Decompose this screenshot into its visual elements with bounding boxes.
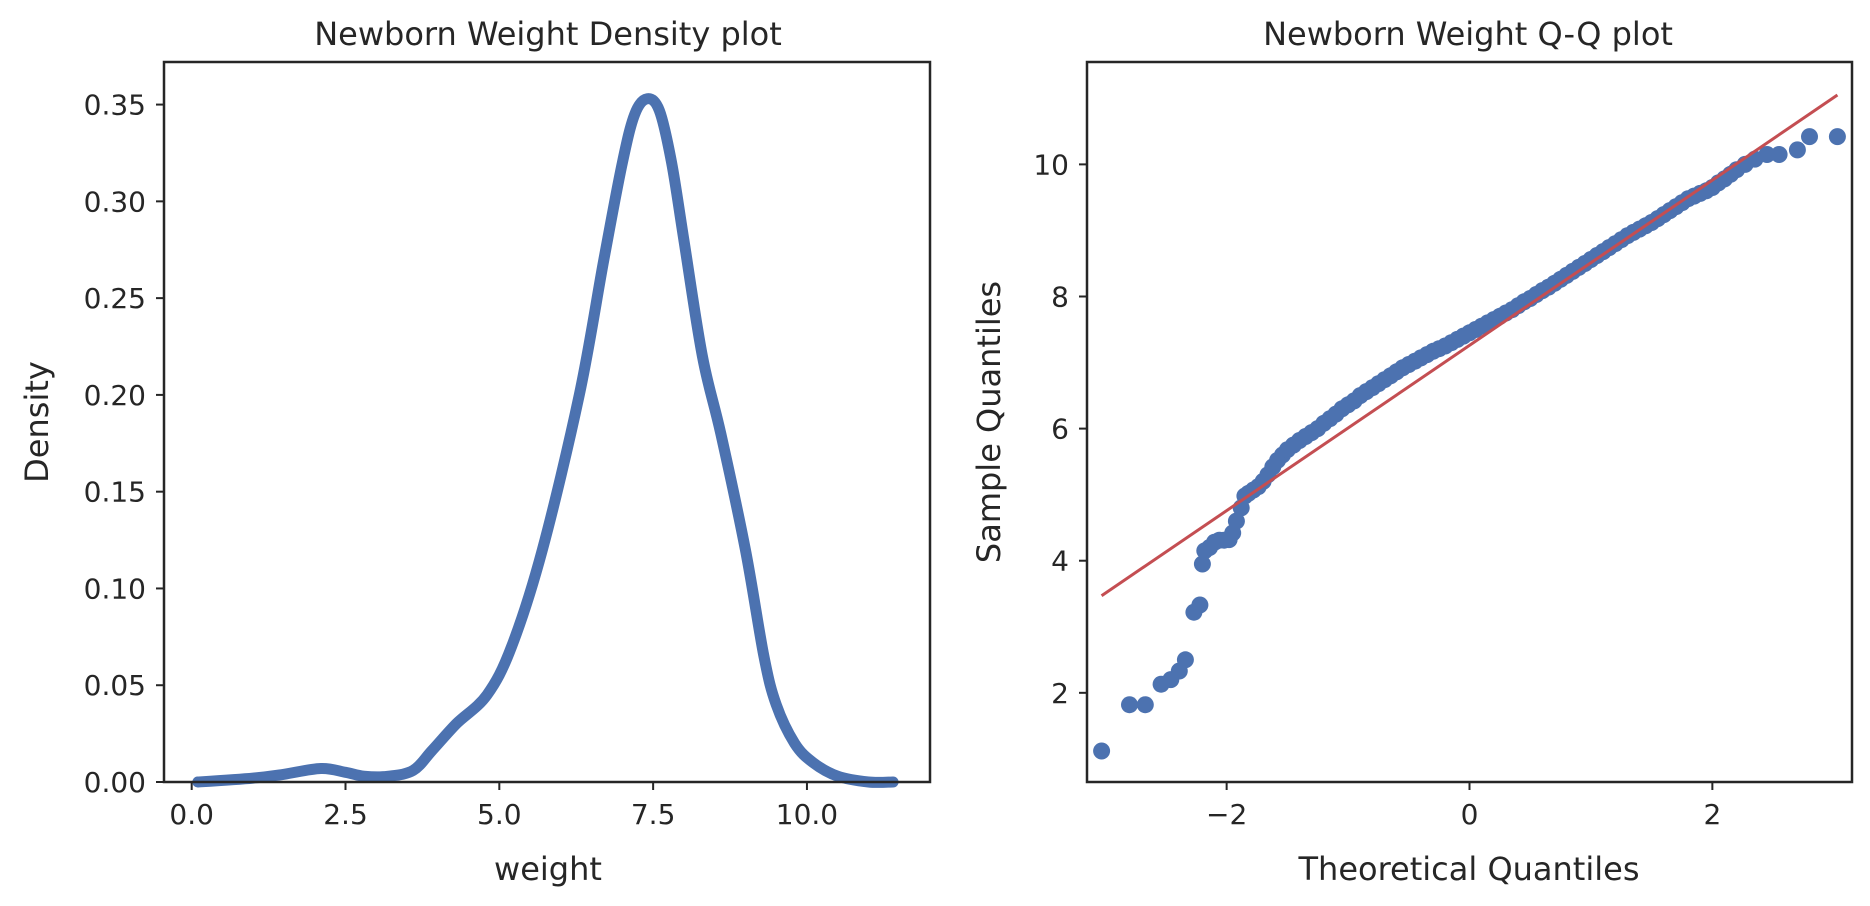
qq-y-axis-label: Sample Quantiles	[970, 281, 1008, 563]
x-tick-label: 0	[1461, 798, 1479, 831]
qq-point	[1093, 742, 1111, 760]
y-tick-label: 0.05	[84, 669, 146, 702]
y-tick-label: 0.20	[84, 379, 146, 412]
x-tick-label: −2	[1206, 798, 1247, 831]
qq-reference-line	[1100, 93, 1839, 597]
density-plot-frame	[162, 60, 932, 784]
x-tick-label: 7.5	[631, 798, 676, 831]
y-tick-label: 2	[1051, 677, 1069, 710]
qq-point	[1121, 696, 1138, 714]
y-tick-label: 6	[1051, 413, 1069, 446]
y-tick-label: 0.35	[84, 89, 146, 122]
x-tick-label: 0.0	[169, 798, 214, 831]
qq-point	[1770, 146, 1788, 163]
x-tick-label: 2	[1703, 798, 1721, 831]
qq-plot-panel: Newborn Weight Q-Q plot −2 0 2 2 4 6 8 10 Theor…	[970, 15, 1854, 888]
qq-x-axis-label: Theoretical Quantiles	[1298, 850, 1640, 888]
qq-point	[1828, 128, 1846, 146]
y-tick-label: 0.25	[84, 282, 146, 315]
qq-plot-frame	[1085, 60, 1854, 784]
qq-plot-area: −2 0 2 2 4 6 8 10	[1033, 93, 1846, 831]
qq-point	[1758, 146, 1776, 163]
y-tick-label: 0.10	[84, 572, 146, 605]
y-tick-label: 8	[1051, 280, 1069, 313]
x-tick-label: 10.0	[776, 798, 838, 831]
y-tick-label: 0.30	[84, 185, 146, 218]
qq-point	[1176, 651, 1194, 669]
density-y-axis-label: Density	[18, 361, 56, 483]
y-tick-label: 0.00	[84, 766, 146, 799]
density-x-axis-label: weight	[494, 850, 602, 888]
y-tick-label: 4	[1051, 545, 1069, 578]
qq-point	[1193, 555, 1211, 573]
x-tick-label: 2.5	[323, 798, 368, 831]
qq-point	[1191, 596, 1209, 614]
density-plot-title: Newborn Weight Density plot	[314, 15, 782, 53]
qq-plot-title: Newborn Weight Q-Q plot	[1263, 15, 1673, 53]
density-plot-area: 0.0 2.5 5.0 7.5 10.0 0.00 0.05 0.10 0.15 0.20 0.25…	[84, 89, 899, 831]
y-tick-label: 0.15	[84, 476, 146, 509]
density-curve	[192, 93, 899, 788]
density-plot-panel: Newborn Weight Density plot 0.0 2.5 5.0 7.5…	[18, 15, 932, 888]
qq-point	[1801, 128, 1818, 146]
qq-point	[1136, 696, 1154, 714]
x-tick-label: 5.0	[477, 798, 522, 831]
qq-point	[1788, 141, 1806, 159]
qq-point	[1227, 512, 1245, 530]
y-tick-label: 10	[1033, 148, 1069, 181]
